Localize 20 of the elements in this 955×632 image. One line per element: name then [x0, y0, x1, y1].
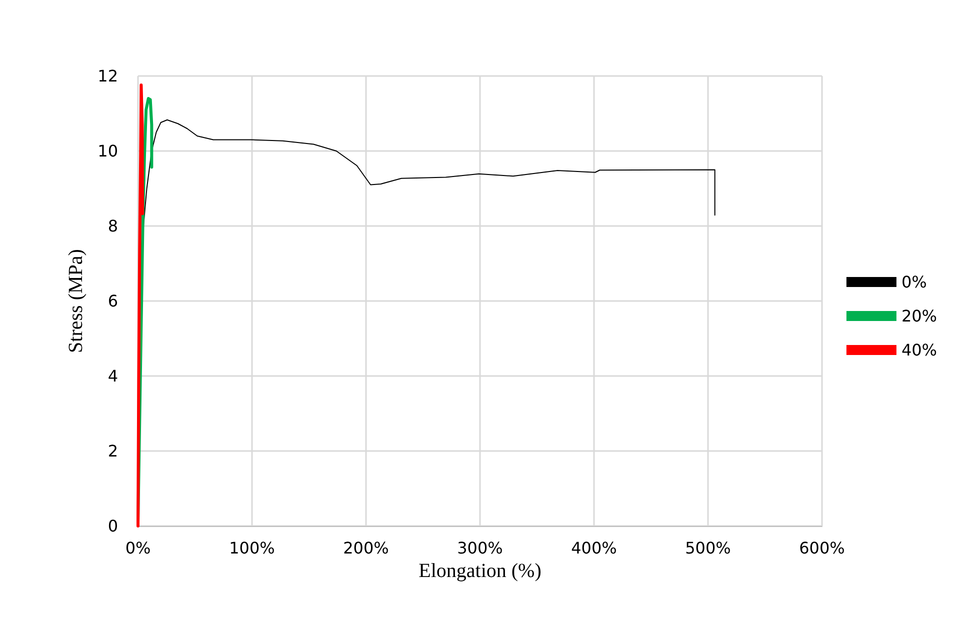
line-series [136, 84, 144, 528]
y-tick-label: 2 [108, 442, 118, 460]
x-tick-label: 0% [125, 538, 151, 558]
x-tick-label: 200% [343, 538, 389, 558]
legend-label: 20% [901, 306, 937, 326]
y-tick-label: 10 [98, 142, 118, 160]
x-tick-label: 600% [799, 538, 845, 558]
y-tick-label: 12 [98, 66, 118, 86]
y-tick-label: 6 [108, 292, 118, 310]
y-axis-title: Stress (MPa) [65, 249, 87, 353]
x-tick-label: 300% [457, 538, 503, 558]
y-tick-label: 0 [108, 516, 118, 536]
legend-label: 0% [901, 272, 927, 292]
legend-label: 40% [901, 340, 937, 360]
x-tick-label: 400% [571, 538, 617, 558]
y-tick-label: 8 [108, 216, 118, 236]
x-axis-title: Elongation (%) [418, 560, 542, 582]
x-tick-label: 100% [229, 538, 275, 558]
y-tick-label: 4 [108, 366, 118, 386]
x-tick-label: 500% [685, 538, 731, 558]
